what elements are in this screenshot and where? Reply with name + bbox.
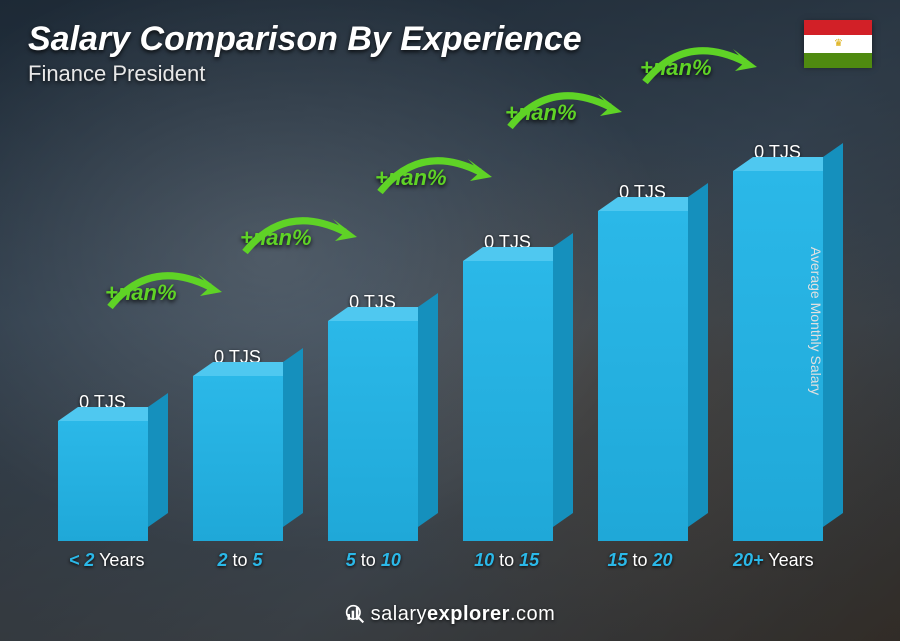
xaxis-label-3: 10 to 15 <box>440 550 573 571</box>
bar-side-face <box>283 348 303 527</box>
brand-prefix: salary <box>371 603 427 625</box>
brand-bold: explorer <box>427 603 510 625</box>
category-prefix: 10 <box>474 550 494 570</box>
bar-side-face <box>553 233 573 527</box>
bar-3d <box>463 261 553 541</box>
footer: salaryexplorer.com <box>0 603 900 630</box>
bar-group-4: 0 TJS <box>580 182 705 541</box>
magnifier-bars-icon <box>345 604 365 624</box>
flag-stripe-red <box>804 20 872 35</box>
flag-emblem-icon: ♛ <box>834 38 842 49</box>
xaxis-label-5: 20+ Years <box>707 550 840 571</box>
delta-arrow-0: +nan% <box>105 280 177 306</box>
bar-front-face <box>598 211 688 541</box>
bar-group-2: 0 TJS <box>310 292 435 541</box>
xaxis-label-2: 5 to 10 <box>307 550 440 571</box>
header: Salary Comparison By Experience Finance … <box>28 20 872 87</box>
bar-front-face <box>328 321 418 541</box>
curved-arrow-icon <box>100 252 230 322</box>
category-mid: to <box>227 550 252 570</box>
xaxis-label-0: < 2 Years <box>40 550 173 571</box>
category-prefix: 2 <box>217 550 227 570</box>
curved-arrow-icon <box>235 197 365 267</box>
xaxis-label-4: 15 to 20 <box>573 550 706 571</box>
category-suffix: 15 <box>519 550 539 570</box>
curved-arrow-icon <box>370 137 500 207</box>
y-axis-label: Average Monthly Salary <box>808 246 824 394</box>
category-suffix: Years <box>764 550 814 570</box>
bar-3d <box>328 321 418 541</box>
category-suffix: 5 <box>253 550 263 570</box>
bar-3d <box>598 211 688 541</box>
delta-arrow-2: +nan% <box>375 165 447 191</box>
category-suffix: 10 <box>381 550 401 570</box>
bar-side-face <box>688 183 708 527</box>
brand-logo: salaryexplorer.com <box>345 603 556 626</box>
bar-group-1: 0 TJS <box>175 347 300 541</box>
page-title: Salary Comparison By Experience <box>28 20 872 59</box>
category-prefix: 20+ <box>733 550 764 570</box>
bar-front-face <box>463 261 553 541</box>
category-prefix: 15 <box>607 550 627 570</box>
category-suffix: 20 <box>652 550 672 570</box>
bar-group-3: 0 TJS <box>445 232 570 541</box>
bar-group-0: 0 TJS <box>40 392 165 541</box>
category-prefix: 5 <box>346 550 356 570</box>
country-flag-tajikistan: ♛ <box>804 20 872 65</box>
bar-front-face <box>58 421 148 541</box>
category-suffix: Years <box>94 550 144 570</box>
bar-3d <box>193 376 283 541</box>
category-mid: to <box>356 550 381 570</box>
delta-arrow-1: +nan% <box>240 225 312 251</box>
flag-stripe-white: ♛ <box>804 35 872 53</box>
bar-3d <box>58 421 148 541</box>
delta-arrow-3: +nan% <box>505 100 577 126</box>
brand-suffix: .com <box>510 603 555 625</box>
flag-stripe-green <box>804 53 872 68</box>
bar-side-face <box>418 293 438 527</box>
category-mid: to <box>627 550 652 570</box>
bar-side-face <box>823 143 843 527</box>
bar-front-face <box>193 376 283 541</box>
page-subtitle: Finance President <box>28 61 872 87</box>
category-mid: to <box>494 550 519 570</box>
x-axis: < 2 Years 2 to 5 5 to 10 10 to 15 15 to … <box>40 550 840 571</box>
category-prefix: < 2 <box>69 550 95 570</box>
xaxis-label-1: 2 to 5 <box>173 550 306 571</box>
bar-side-face <box>148 393 168 527</box>
